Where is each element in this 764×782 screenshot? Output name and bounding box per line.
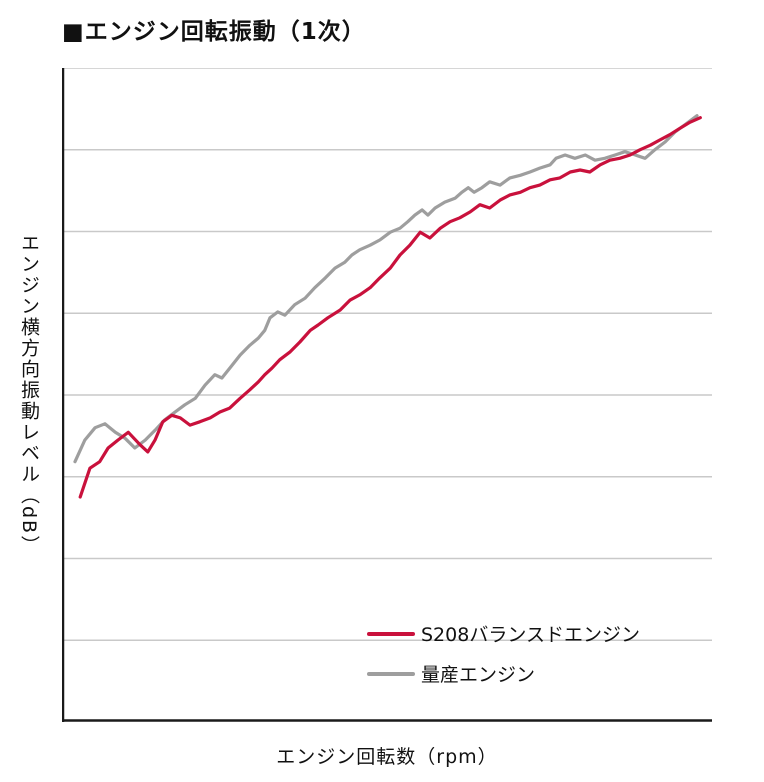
legend-line-sample-mass-production <box>367 671 415 676</box>
legend-item-mass-production: 量産エンジン <box>367 660 640 687</box>
series-line-0 <box>78 116 702 499</box>
y-axis-label: エンジン横方向振動レベル（dB） <box>18 233 40 557</box>
legend-label-s208: S208バランスドエンジン <box>421 624 640 646</box>
legend: S208バランスドエンジン 量産エンジン <box>367 620 640 687</box>
series-line-1 <box>73 114 699 464</box>
x-axis-label: エンジン回転数（rpm） <box>276 746 498 768</box>
legend-line-sample-s208 <box>367 631 415 636</box>
chart-title: ■エンジン回転振動（1次） <box>62 19 366 45</box>
plot-area <box>62 68 712 722</box>
legend-label-mass-production: 量産エンジン <box>421 664 536 686</box>
chart-plot <box>62 68 712 722</box>
legend-item-s208: S208バランスドエンジン <box>367 620 640 647</box>
